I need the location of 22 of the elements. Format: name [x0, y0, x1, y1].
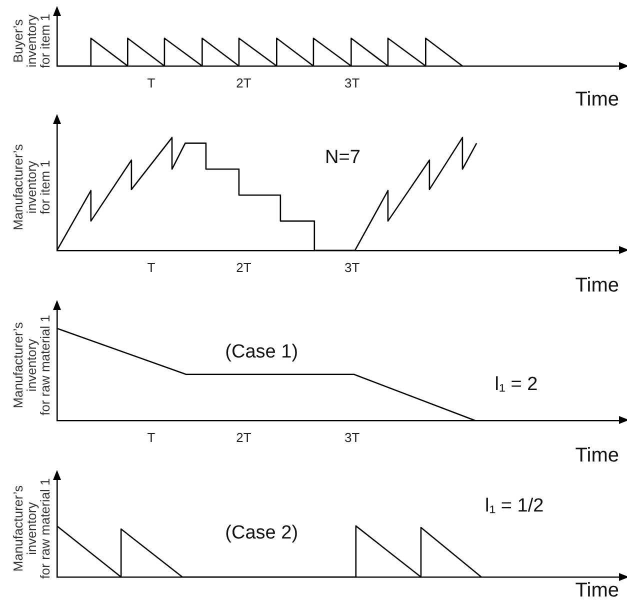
x-axis-title: Time: [575, 88, 619, 111]
y-axis-title: Manufacturer’s inventory for item 1: [10, 144, 53, 230]
annotation: (Case 2): [225, 522, 298, 544]
x-axis-title: Time: [575, 580, 619, 602]
x-tick-label: 2T: [236, 260, 252, 275]
annotation: (Case 1): [225, 342, 298, 363]
x-tick-label: T: [147, 430, 156, 445]
x-tick-label: T: [147, 75, 156, 90]
x-tick-label: 2T: [236, 75, 252, 90]
annotation: N=7: [324, 147, 360, 168]
x-tick-label: 3T: [344, 430, 360, 445]
x-tick-label: T: [147, 260, 156, 275]
x-axis-title: Time: [575, 274, 619, 297]
x-tick-label: 3T: [344, 75, 360, 90]
x-axis-title: Time: [575, 444, 619, 467]
y-axis-title: Buyer’s inventory for item 1: [10, 14, 53, 68]
y-axis-title: Manufacturer’s inventory for raw material 1: [10, 478, 53, 579]
x-tick-label: 2T: [236, 430, 252, 445]
text: l₁ = 1/2: [484, 495, 544, 516]
x-tick-label: 3T: [344, 260, 360, 275]
annotation: l₁ = 2: [494, 374, 538, 395]
y-axis-title: Manufacturer’s inventory for raw material 1: [10, 314, 53, 416]
